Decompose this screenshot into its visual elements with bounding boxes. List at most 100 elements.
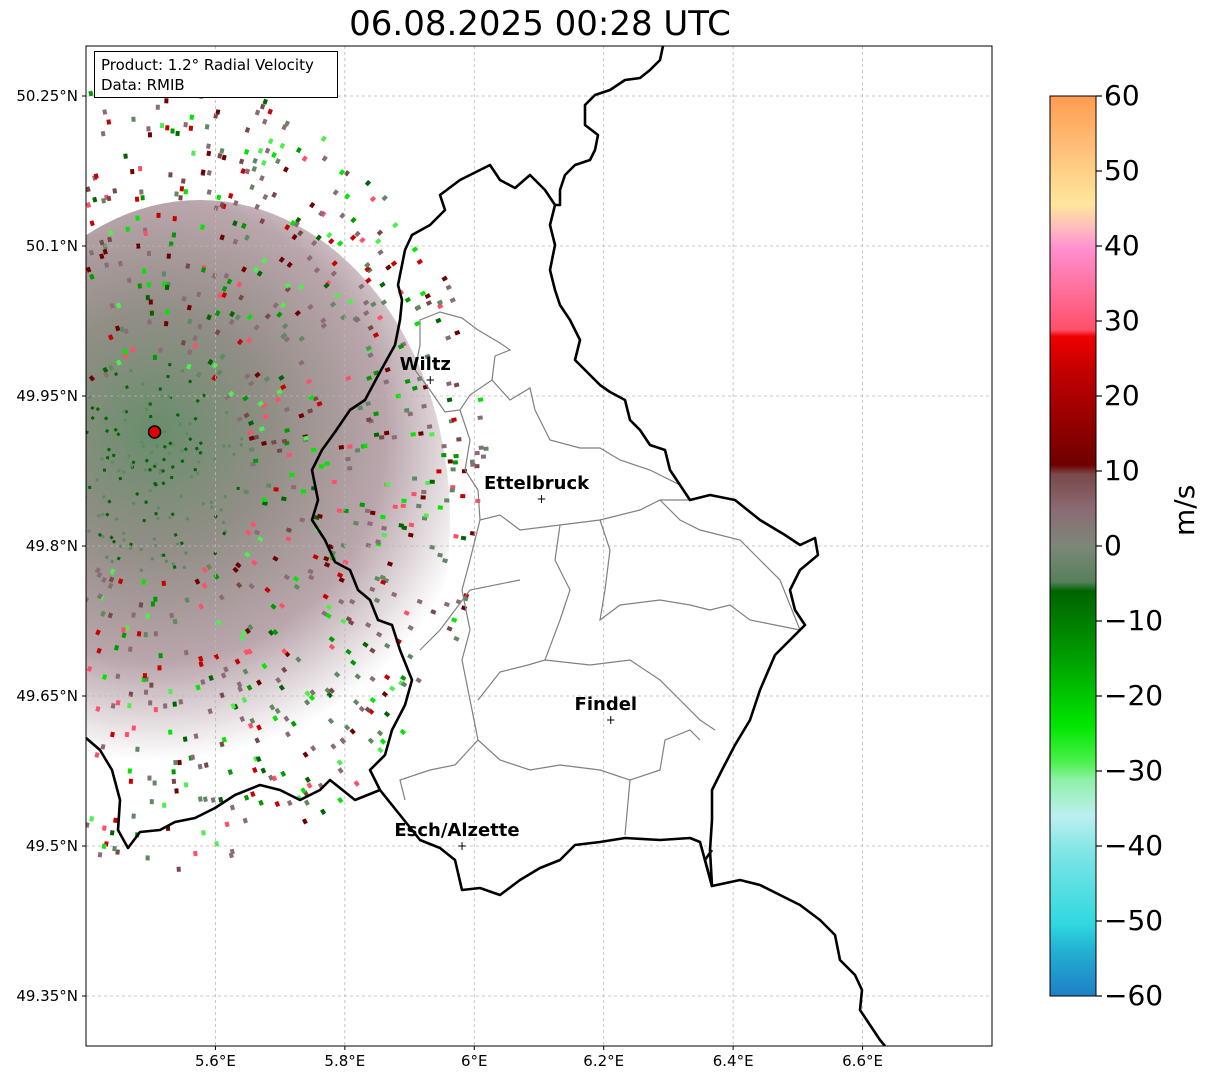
echo-pixel (188, 436, 193, 442)
echo-pixel (364, 179, 372, 187)
echo-pixel (217, 292, 223, 299)
echo-pixel (279, 142, 286, 149)
colorbar-tick-label: 20 (1104, 379, 1140, 412)
echo-pixel (281, 438, 288, 444)
echo-pixel (247, 429, 254, 436)
echo-pixel (114, 372, 119, 377)
echo-pixel (345, 375, 352, 382)
echo-pixel (152, 780, 157, 786)
echo-pixel (194, 578, 201, 585)
echo-pixel (323, 555, 330, 562)
city-label: Ettelbruck (484, 473, 590, 494)
echo-pixel (253, 458, 259, 464)
echo-pixel (385, 264, 392, 271)
echo-pixel (129, 464, 134, 468)
echo-pixel (475, 498, 481, 504)
echo-pixel (318, 464, 324, 469)
echo-pixel (264, 313, 271, 320)
echo-pixel (181, 295, 187, 302)
echo-pixel (381, 194, 388, 202)
echo-pixel (399, 728, 407, 736)
echo-pixel (271, 775, 278, 782)
echo-pixel (139, 568, 143, 572)
echo-pixel (162, 429, 167, 434)
echo-pixel (171, 442, 176, 448)
echo-pixel (373, 432, 380, 438)
colorbar-tick-label: 50 (1104, 154, 1140, 187)
echo-pixel (198, 655, 204, 662)
echo-pixel (323, 282, 330, 289)
echo-pixel (343, 508, 349, 514)
echo-pixel (148, 700, 153, 706)
echo-pixel (453, 453, 459, 459)
echo-pixel (328, 238, 335, 245)
echo-pixel (110, 731, 115, 738)
echo-pixel (164, 98, 169, 104)
echo-pixel (159, 123, 165, 129)
echo-pixel (343, 170, 351, 177)
echo-pixel (131, 501, 136, 506)
echo-pixel (175, 412, 180, 417)
echo-pixel (305, 378, 312, 385)
echo-pixel (219, 202, 225, 208)
echo-pixel (164, 559, 169, 563)
echo-pixel (320, 135, 327, 142)
echo-pixel (391, 591, 398, 598)
echo-pixel (206, 189, 212, 195)
echo-pixel (116, 432, 121, 437)
echo-pixel (347, 466, 353, 471)
echo-pixel (124, 625, 130, 631)
echo-pixel (203, 762, 209, 769)
echo-pixel (207, 358, 214, 366)
echo-pixel (403, 610, 410, 616)
echo-pixel (124, 731, 130, 738)
echo-pixel (153, 631, 158, 637)
echo-pixel (424, 353, 431, 360)
echo-pixel (338, 577, 345, 583)
echo-pixel (187, 318, 193, 325)
echo-pixel (294, 309, 301, 317)
echo-pixel (364, 265, 371, 273)
echo-pixel (285, 536, 292, 542)
echo-pixel (447, 459, 453, 464)
echo-pixel (391, 434, 398, 440)
echo-pixel (145, 613, 150, 619)
echo-pixel (175, 130, 180, 137)
echo-pixel (182, 736, 188, 742)
echo-pixel (154, 462, 158, 466)
echo-pixel (167, 394, 171, 399)
echo-pixel (249, 717, 256, 724)
echo-pixel (274, 396, 282, 403)
echo-pixel (248, 582, 255, 590)
echo-pixel (174, 191, 179, 197)
echo-pixel (332, 189, 339, 196)
echo-pixel (354, 316, 361, 323)
echo-pixel (90, 415, 95, 421)
echo-pixel (337, 797, 344, 804)
echo-pixel (193, 850, 198, 857)
echo-pixel (263, 376, 271, 383)
echo-pixel (117, 578, 124, 585)
echo-pixel (124, 385, 129, 390)
echo-pixel (200, 266, 207, 273)
city-markers: +Wiltz+Ettelbruck+Findel+Esch/Alzette (394, 354, 637, 853)
echo-pixel (241, 696, 248, 704)
echo-pixel (122, 348, 128, 355)
echo-pixel (147, 775, 152, 781)
city-label: Esch/Alzette (394, 820, 519, 841)
echo-pixel (239, 442, 244, 447)
echo-pixel (105, 455, 110, 460)
echo-pixel (327, 717, 335, 725)
echo-pixel (108, 576, 115, 583)
echo-pixel (198, 441, 203, 446)
echo-pixel (167, 451, 172, 456)
echo-pixel (246, 313, 253, 321)
echo-pixel (232, 566, 239, 574)
echo-pixel (411, 491, 417, 497)
echo-pixel (106, 119, 112, 125)
echo-pixel (94, 567, 101, 574)
echo-pixel (298, 413, 305, 419)
echo-pixel (184, 431, 190, 436)
echo-pixel (236, 338, 244, 346)
echo-pixel (101, 197, 107, 204)
